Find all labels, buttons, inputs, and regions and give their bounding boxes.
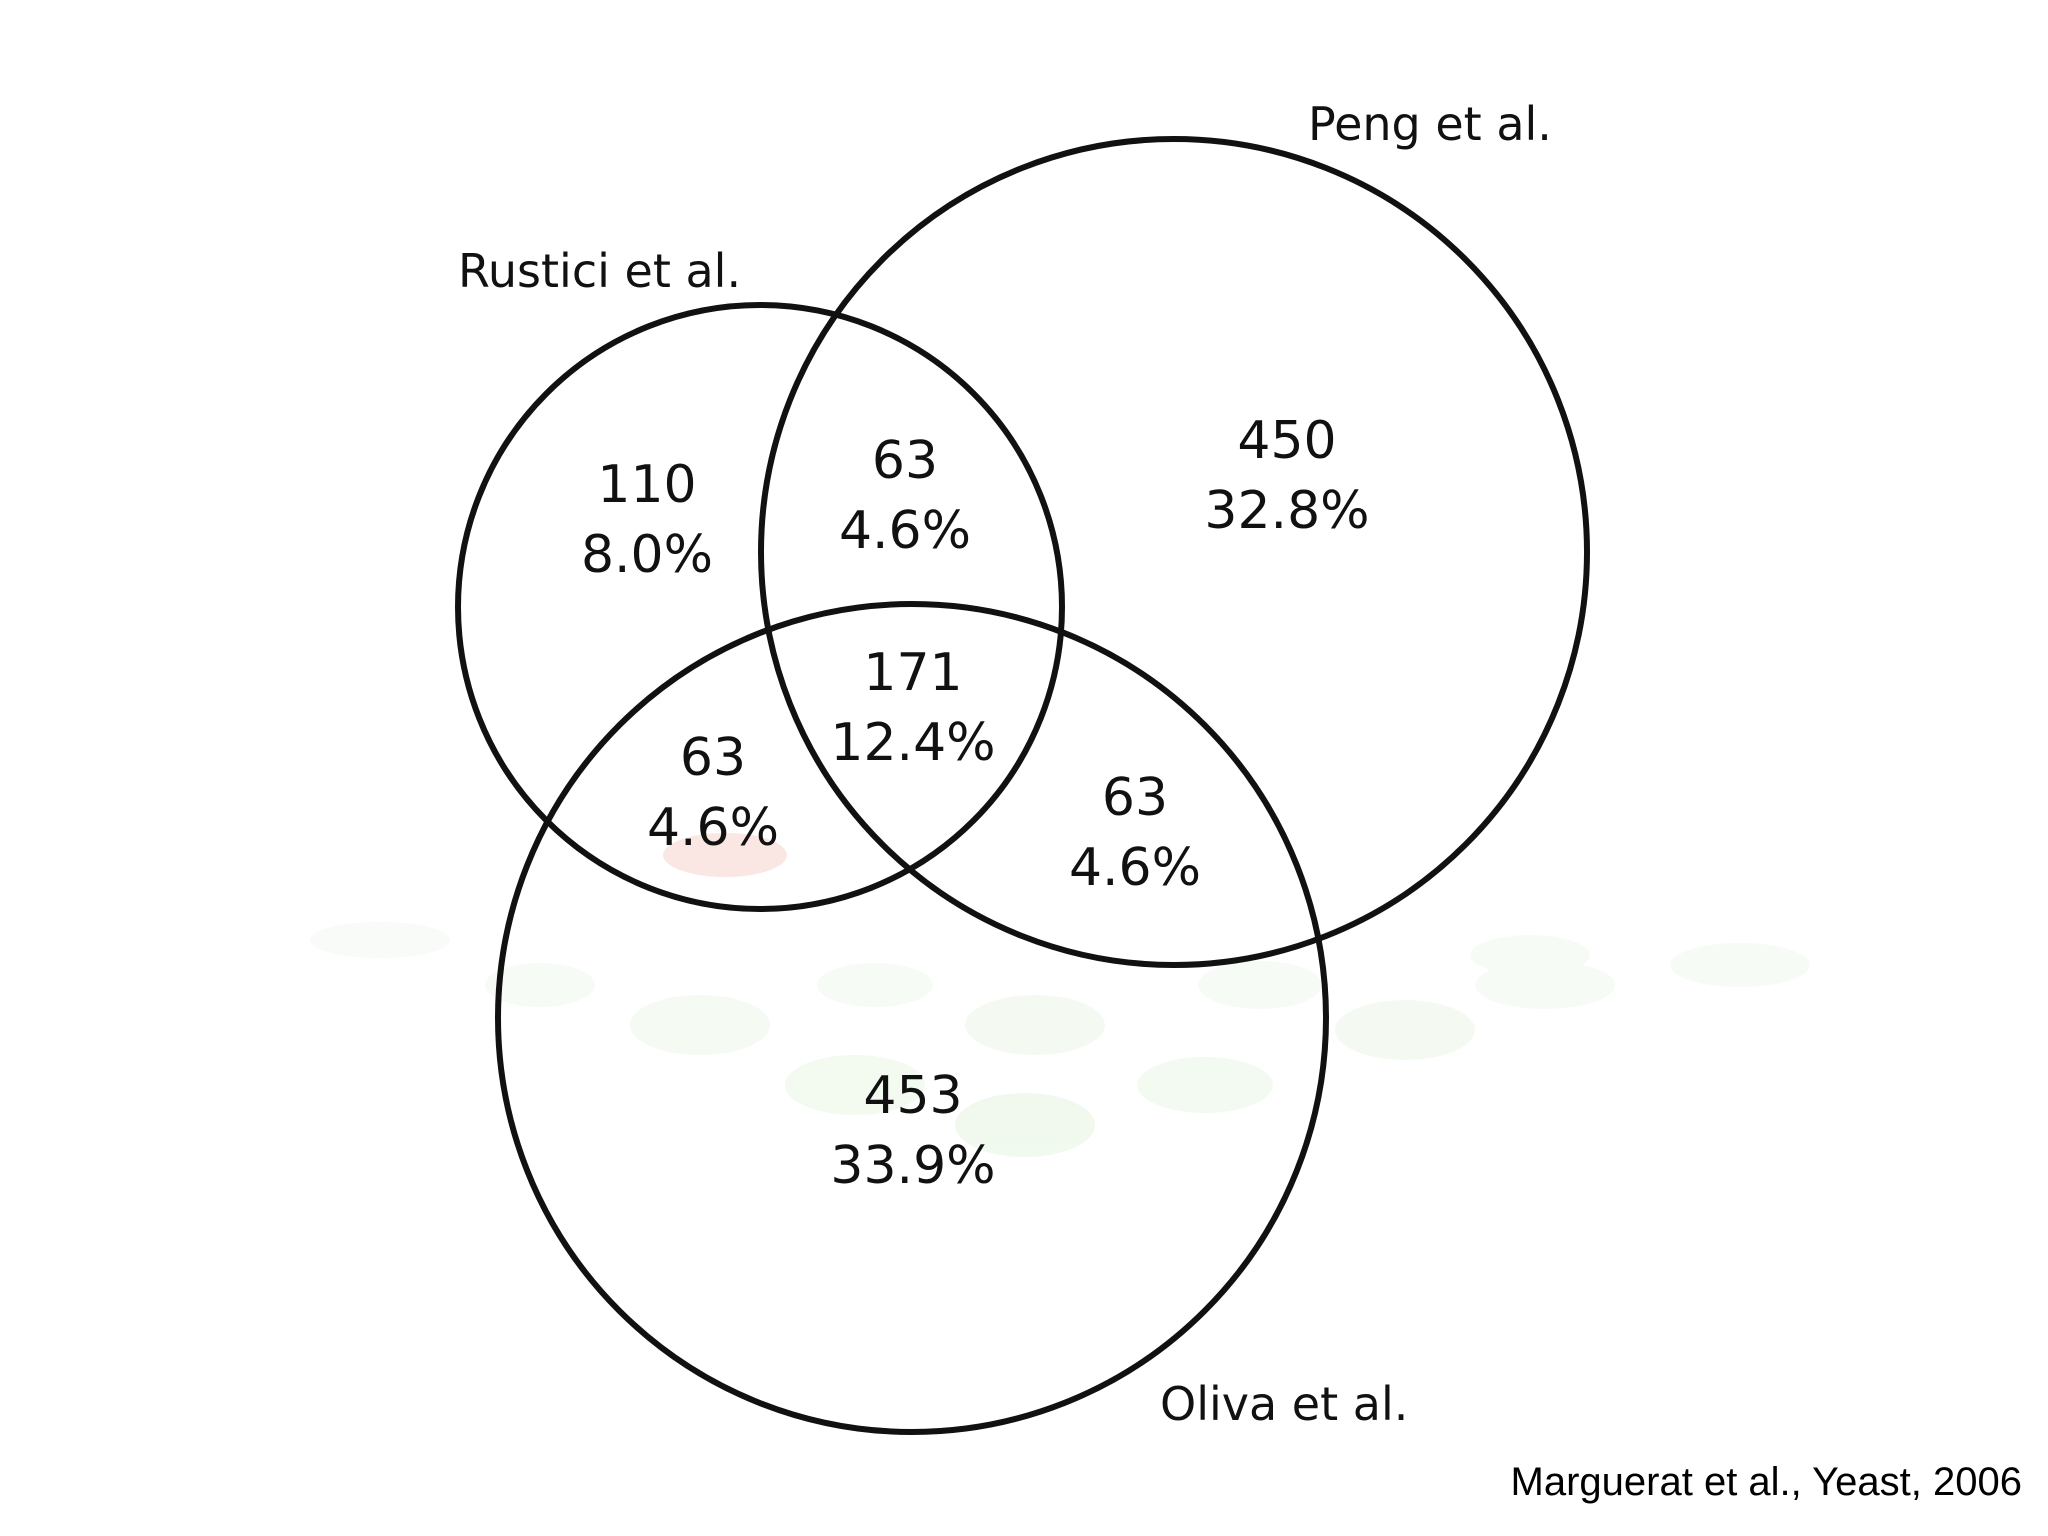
set-label-oliva: Oliva et al. bbox=[1160, 1377, 1408, 1431]
region-count: 171 bbox=[863, 643, 962, 703]
region-count: 63 bbox=[1102, 768, 1168, 828]
set-circle-peng bbox=[758, 136, 1590, 968]
set-label-peng: Peng et al. bbox=[1308, 97, 1552, 151]
region-rustici-oliva: 63 4.6% bbox=[647, 728, 779, 858]
region-all-three: 171 12.4% bbox=[830, 643, 995, 773]
region-percent: 4.6% bbox=[839, 501, 971, 561]
citation: Marguerat et al., Yeast, 2006 bbox=[1510, 1460, 2022, 1504]
set-circle-rustici bbox=[455, 302, 1065, 912]
region-percent: 32.8% bbox=[1204, 481, 1369, 541]
set-circle-oliva bbox=[495, 601, 1329, 1435]
region-count: 450 bbox=[1237, 411, 1336, 471]
region-percent: 4.6% bbox=[1069, 838, 1201, 898]
region-percent: 4.6% bbox=[647, 798, 779, 858]
region-count: 110 bbox=[597, 455, 696, 515]
region-count: 63 bbox=[680, 728, 746, 788]
region-count: 453 bbox=[863, 1066, 962, 1126]
region-rustici-peng: 63 4.6% bbox=[839, 431, 971, 561]
region-rustici-only: 110 8.0% bbox=[581, 455, 713, 585]
set-label-rustici: Rustici et al. bbox=[458, 244, 741, 298]
region-percent: 12.4% bbox=[830, 713, 995, 773]
region-percent: 33.9% bbox=[830, 1136, 995, 1196]
region-percent: 8.0% bbox=[581, 525, 713, 585]
region-peng-only: 450 32.8% bbox=[1204, 411, 1369, 541]
region-oliva-only: 453 33.9% bbox=[830, 1066, 995, 1196]
region-peng-oliva: 63 4.6% bbox=[1069, 768, 1201, 898]
region-count: 63 bbox=[872, 431, 938, 491]
background-blobs bbox=[310, 833, 1810, 1157]
